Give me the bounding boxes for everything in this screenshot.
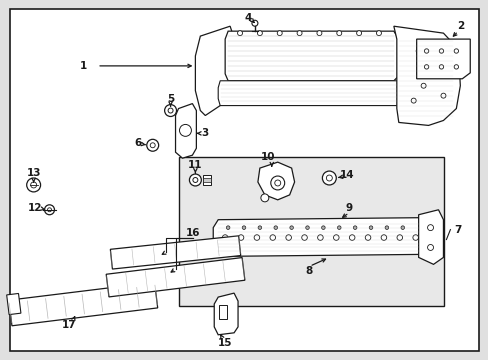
Circle shape bbox=[168, 108, 173, 113]
Bar bbox=[219, 305, 226, 319]
Circle shape bbox=[260, 194, 268, 202]
Text: 6: 6 bbox=[134, 138, 141, 148]
Polygon shape bbox=[214, 293, 238, 335]
Text: 5: 5 bbox=[166, 94, 174, 104]
Text: 15: 15 bbox=[218, 338, 232, 348]
Text: 3: 3 bbox=[201, 129, 208, 138]
Text: 4: 4 bbox=[244, 13, 251, 23]
Circle shape bbox=[353, 226, 356, 229]
Circle shape bbox=[179, 125, 191, 136]
Text: 7: 7 bbox=[454, 225, 461, 235]
Circle shape bbox=[297, 31, 302, 36]
Circle shape bbox=[435, 54, 440, 58]
Circle shape bbox=[254, 235, 259, 240]
Circle shape bbox=[47, 208, 51, 212]
Text: 2: 2 bbox=[456, 21, 463, 31]
Circle shape bbox=[317, 235, 323, 240]
Text: 11: 11 bbox=[188, 160, 202, 170]
Circle shape bbox=[440, 93, 445, 98]
Circle shape bbox=[269, 235, 275, 240]
Circle shape bbox=[365, 235, 370, 240]
Circle shape bbox=[412, 235, 418, 240]
Circle shape bbox=[445, 68, 450, 73]
Text: 1: 1 bbox=[80, 61, 87, 71]
Bar bbox=[203, 178, 211, 182]
Circle shape bbox=[438, 49, 443, 53]
Circle shape bbox=[285, 235, 291, 240]
Polygon shape bbox=[213, 218, 423, 256]
Polygon shape bbox=[110, 236, 240, 269]
Circle shape bbox=[424, 65, 428, 69]
Circle shape bbox=[251, 20, 257, 26]
Circle shape bbox=[385, 226, 388, 229]
Circle shape bbox=[400, 226, 404, 229]
Circle shape bbox=[333, 235, 338, 240]
Circle shape bbox=[222, 235, 227, 240]
Text: 8: 8 bbox=[305, 266, 312, 276]
Circle shape bbox=[336, 31, 341, 36]
Circle shape bbox=[356, 31, 361, 36]
Circle shape bbox=[380, 235, 386, 240]
Circle shape bbox=[325, 175, 332, 181]
Circle shape bbox=[238, 235, 244, 240]
Circle shape bbox=[277, 31, 282, 36]
Text: 9: 9 bbox=[345, 203, 352, 213]
Polygon shape bbox=[416, 39, 469, 79]
Text: 12: 12 bbox=[27, 203, 42, 213]
Circle shape bbox=[348, 235, 354, 240]
Circle shape bbox=[337, 226, 340, 229]
Circle shape bbox=[415, 49, 420, 54]
Polygon shape bbox=[418, 210, 443, 264]
Circle shape bbox=[438, 65, 443, 69]
Polygon shape bbox=[393, 26, 459, 125]
Circle shape bbox=[257, 31, 262, 36]
Text: 14: 14 bbox=[339, 170, 354, 180]
Circle shape bbox=[273, 226, 277, 229]
Circle shape bbox=[274, 180, 280, 186]
Circle shape bbox=[226, 226, 229, 229]
Circle shape bbox=[242, 226, 245, 229]
Circle shape bbox=[289, 226, 293, 229]
Circle shape bbox=[164, 105, 176, 117]
Circle shape bbox=[322, 171, 336, 185]
Polygon shape bbox=[175, 104, 196, 158]
Circle shape bbox=[44, 205, 54, 215]
Circle shape bbox=[189, 174, 201, 186]
Circle shape bbox=[396, 235, 402, 240]
Circle shape bbox=[368, 226, 372, 229]
Polygon shape bbox=[195, 26, 235, 116]
Polygon shape bbox=[9, 282, 158, 326]
Text: 17: 17 bbox=[62, 320, 77, 330]
Polygon shape bbox=[7, 293, 21, 315]
Polygon shape bbox=[106, 257, 244, 297]
Circle shape bbox=[146, 139, 158, 151]
Circle shape bbox=[420, 83, 425, 88]
Text: 16: 16 bbox=[186, 228, 200, 238]
Circle shape bbox=[321, 226, 325, 229]
Circle shape bbox=[150, 143, 155, 148]
Circle shape bbox=[427, 225, 433, 231]
Circle shape bbox=[376, 31, 381, 36]
Text: 13: 13 bbox=[26, 168, 41, 178]
Circle shape bbox=[427, 244, 433, 251]
Circle shape bbox=[27, 178, 41, 192]
Text: 10: 10 bbox=[260, 152, 275, 162]
Circle shape bbox=[192, 177, 198, 183]
Circle shape bbox=[410, 98, 415, 103]
Circle shape bbox=[270, 176, 284, 190]
Circle shape bbox=[316, 31, 321, 36]
Circle shape bbox=[237, 31, 242, 36]
Polygon shape bbox=[224, 31, 398, 81]
Circle shape bbox=[424, 49, 428, 53]
Bar bbox=[203, 175, 211, 185]
Polygon shape bbox=[218, 81, 400, 105]
Bar bbox=[178, 157, 444, 306]
Circle shape bbox=[301, 235, 306, 240]
Circle shape bbox=[453, 65, 458, 69]
Circle shape bbox=[258, 226, 261, 229]
Circle shape bbox=[31, 182, 37, 188]
Circle shape bbox=[453, 49, 458, 53]
Polygon shape bbox=[257, 162, 294, 200]
Circle shape bbox=[305, 226, 309, 229]
